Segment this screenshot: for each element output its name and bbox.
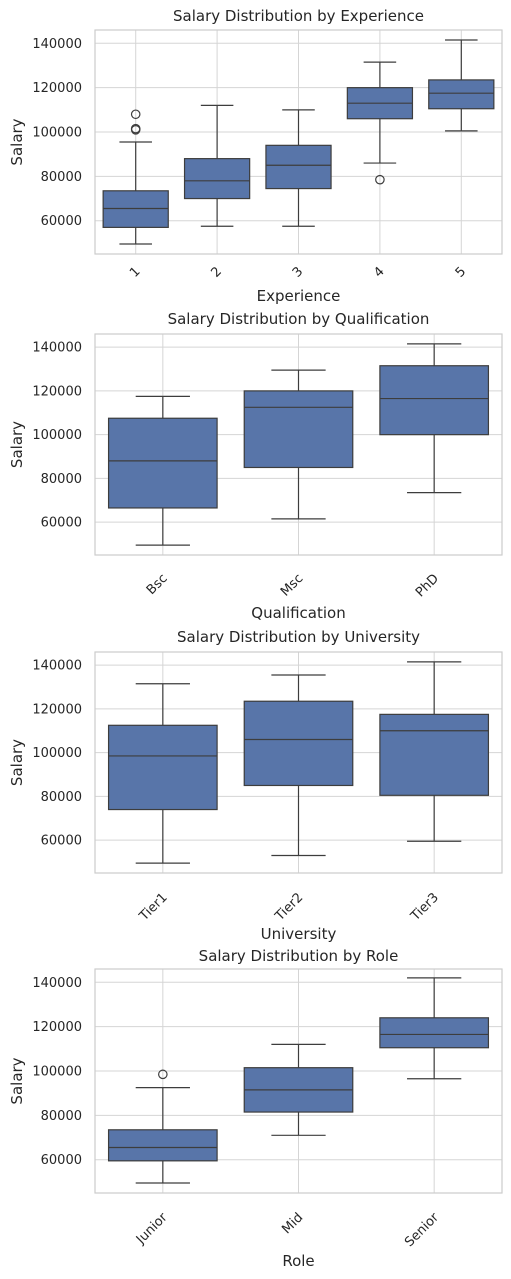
outlier-point <box>375 174 385 185</box>
y-tick-label: 120000 <box>32 1020 82 1035</box>
chart-panel-2: 60000 80000 100000 120000 140000 Bsc Msc PhD Qua… <box>8 310 503 622</box>
y-tick-label: 80000 <box>41 170 82 185</box>
y-tick-label: 60000 <box>41 834 82 849</box>
outlier-point <box>130 109 141 120</box>
chart-title: Salary Distribution by Role <box>199 947 399 965</box>
y-axis-label: Salary <box>8 1057 26 1104</box>
chart-panel-4: 60000 80000 100000 120000 140000 Junior Mid Sen… <box>8 947 503 1270</box>
box-iqr <box>243 390 354 469</box>
chart-panel-1: 60000 80000 100000 120000 140000 1 2 3 4 5 Experie… <box>8 7 503 305</box>
x-tick-label: PhD <box>413 571 442 600</box>
y-tick-label: 100000 <box>32 746 82 761</box>
y-tick-label: 140000 <box>32 341 82 356</box>
x-tick-label: 5 <box>453 264 469 280</box>
box-1 <box>102 109 169 245</box>
y-tick-label: 120000 <box>32 384 82 399</box>
y-tick-label: 60000 <box>41 1153 82 1168</box>
x-tick-label: Tier1 <box>136 890 170 924</box>
y-tick-label: 80000 <box>41 472 82 487</box>
box-iqr <box>183 158 251 200</box>
x-axis-label: Qualification <box>251 604 345 622</box>
x-axis-label: University <box>261 925 337 943</box>
y-tick-label: 120000 <box>32 81 82 96</box>
chart-title: Salary Distribution by Experience <box>173 7 424 25</box>
box-iqr <box>379 713 490 796</box>
y-tick-label: 100000 <box>32 1065 82 1080</box>
y-tick-label: 100000 <box>32 126 82 141</box>
x-tick-label: 1 <box>127 264 143 280</box>
box-PhD <box>379 343 490 494</box>
plot-frame <box>94 333 503 556</box>
box-5 <box>428 39 495 132</box>
plot-frame <box>94 651 503 874</box>
box-Tier2 <box>243 674 354 857</box>
box-2 <box>183 104 251 227</box>
y-tick-label: 140000 <box>32 659 82 674</box>
box-Bsc <box>107 395 218 546</box>
y-axis-label: Salary <box>8 421 26 468</box>
x-tick-label: 3 <box>290 264 306 280</box>
x-tick-label: Senior <box>402 1210 442 1250</box>
y-tick-label: 120000 <box>32 702 82 717</box>
box-iqr <box>428 79 495 110</box>
x-tick-label: Junior <box>133 1210 171 1248</box>
box-4 <box>346 61 414 185</box>
y-axis-label: Salary <box>8 739 26 786</box>
x-tick-label: 4 <box>371 264 387 280</box>
x-tick-label: Mid <box>279 1210 306 1237</box>
box-Tier1 <box>107 683 218 864</box>
plot-frame <box>94 29 503 255</box>
box-iqr <box>265 144 332 190</box>
y-tick-label: 80000 <box>41 1109 82 1124</box>
box-Senior <box>379 977 490 1080</box>
box-iqr <box>107 1129 218 1162</box>
y-tick-label: 140000 <box>32 976 82 991</box>
x-tick-label: Bsc <box>144 571 171 598</box>
box-iqr <box>107 417 218 509</box>
y-tick-label: 140000 <box>32 37 82 52</box>
outlier-point <box>130 123 141 134</box>
y-axis-label: Salary <box>8 118 26 165</box>
x-tick-label: 2 <box>208 264 224 280</box>
x-axis-label: Experience <box>257 287 341 305</box>
box-iqr <box>243 700 354 787</box>
x-tick-label: Tier3 <box>408 890 442 924</box>
outlier-point <box>158 1069 168 1080</box>
x-tick-label: Msc <box>278 571 306 599</box>
y-tick-label: 60000 <box>41 214 82 229</box>
y-tick-label: 80000 <box>41 790 82 805</box>
y-tick-label: 100000 <box>32 428 82 443</box>
x-axis-label: Role <box>282 1252 314 1270</box>
chart-panel-3: 60000 80000 100000 120000 140000 Tier1 Tier2 Ti… <box>8 628 503 943</box>
x-tick-label: Tier2 <box>272 890 306 924</box>
box-Msc <box>243 369 354 520</box>
box-Mid <box>243 1043 354 1136</box>
box-iqr <box>379 365 490 436</box>
box-Tier3 <box>379 661 490 842</box>
y-tick-label: 60000 <box>41 516 82 531</box>
chart-title: Salary Distribution by Qualification <box>168 310 430 328</box>
box-3 <box>265 109 332 227</box>
plot-frame <box>94 968 503 1194</box>
box-iqr <box>379 1017 490 1049</box>
box-iqr <box>107 724 218 811</box>
box-Junior <box>107 1069 218 1184</box>
chart-title: Salary Distribution by University <box>177 628 420 646</box>
